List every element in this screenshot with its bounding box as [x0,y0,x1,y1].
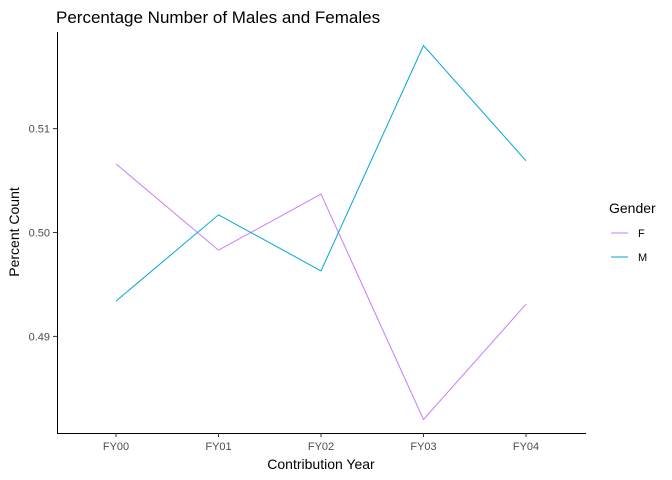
y-axis-title: Percent Count [6,187,22,277]
legend-label-m: M [638,252,647,264]
x-tick-label: FY03 [410,441,436,453]
chart-title: Percentage Number of Males and Females [56,8,380,27]
y-tick-label: 0.49 [29,331,50,343]
legend-label-f: F [638,228,645,240]
x-tick-label: FY02 [308,441,334,453]
x-axis-ticks: FY00 FY01 FY02 FY03 FY04 [103,433,539,453]
x-tick-label: FY04 [513,441,539,453]
y-tick-label: 0.50 [29,228,50,240]
series-line-m [115,44,527,302]
x-axis-title: Contribution Year [267,456,375,472]
y-tick-label: 0.51 [29,124,50,136]
legend: FM [611,228,647,264]
series-lines [115,44,527,421]
legend-title: Gender [609,200,656,216]
y-axis-ticks: 0.49 0.50 0.51 [29,124,57,343]
series-line-f [115,163,527,421]
x-tick-label: FY01 [205,441,231,453]
x-tick-label: FY00 [103,441,129,453]
